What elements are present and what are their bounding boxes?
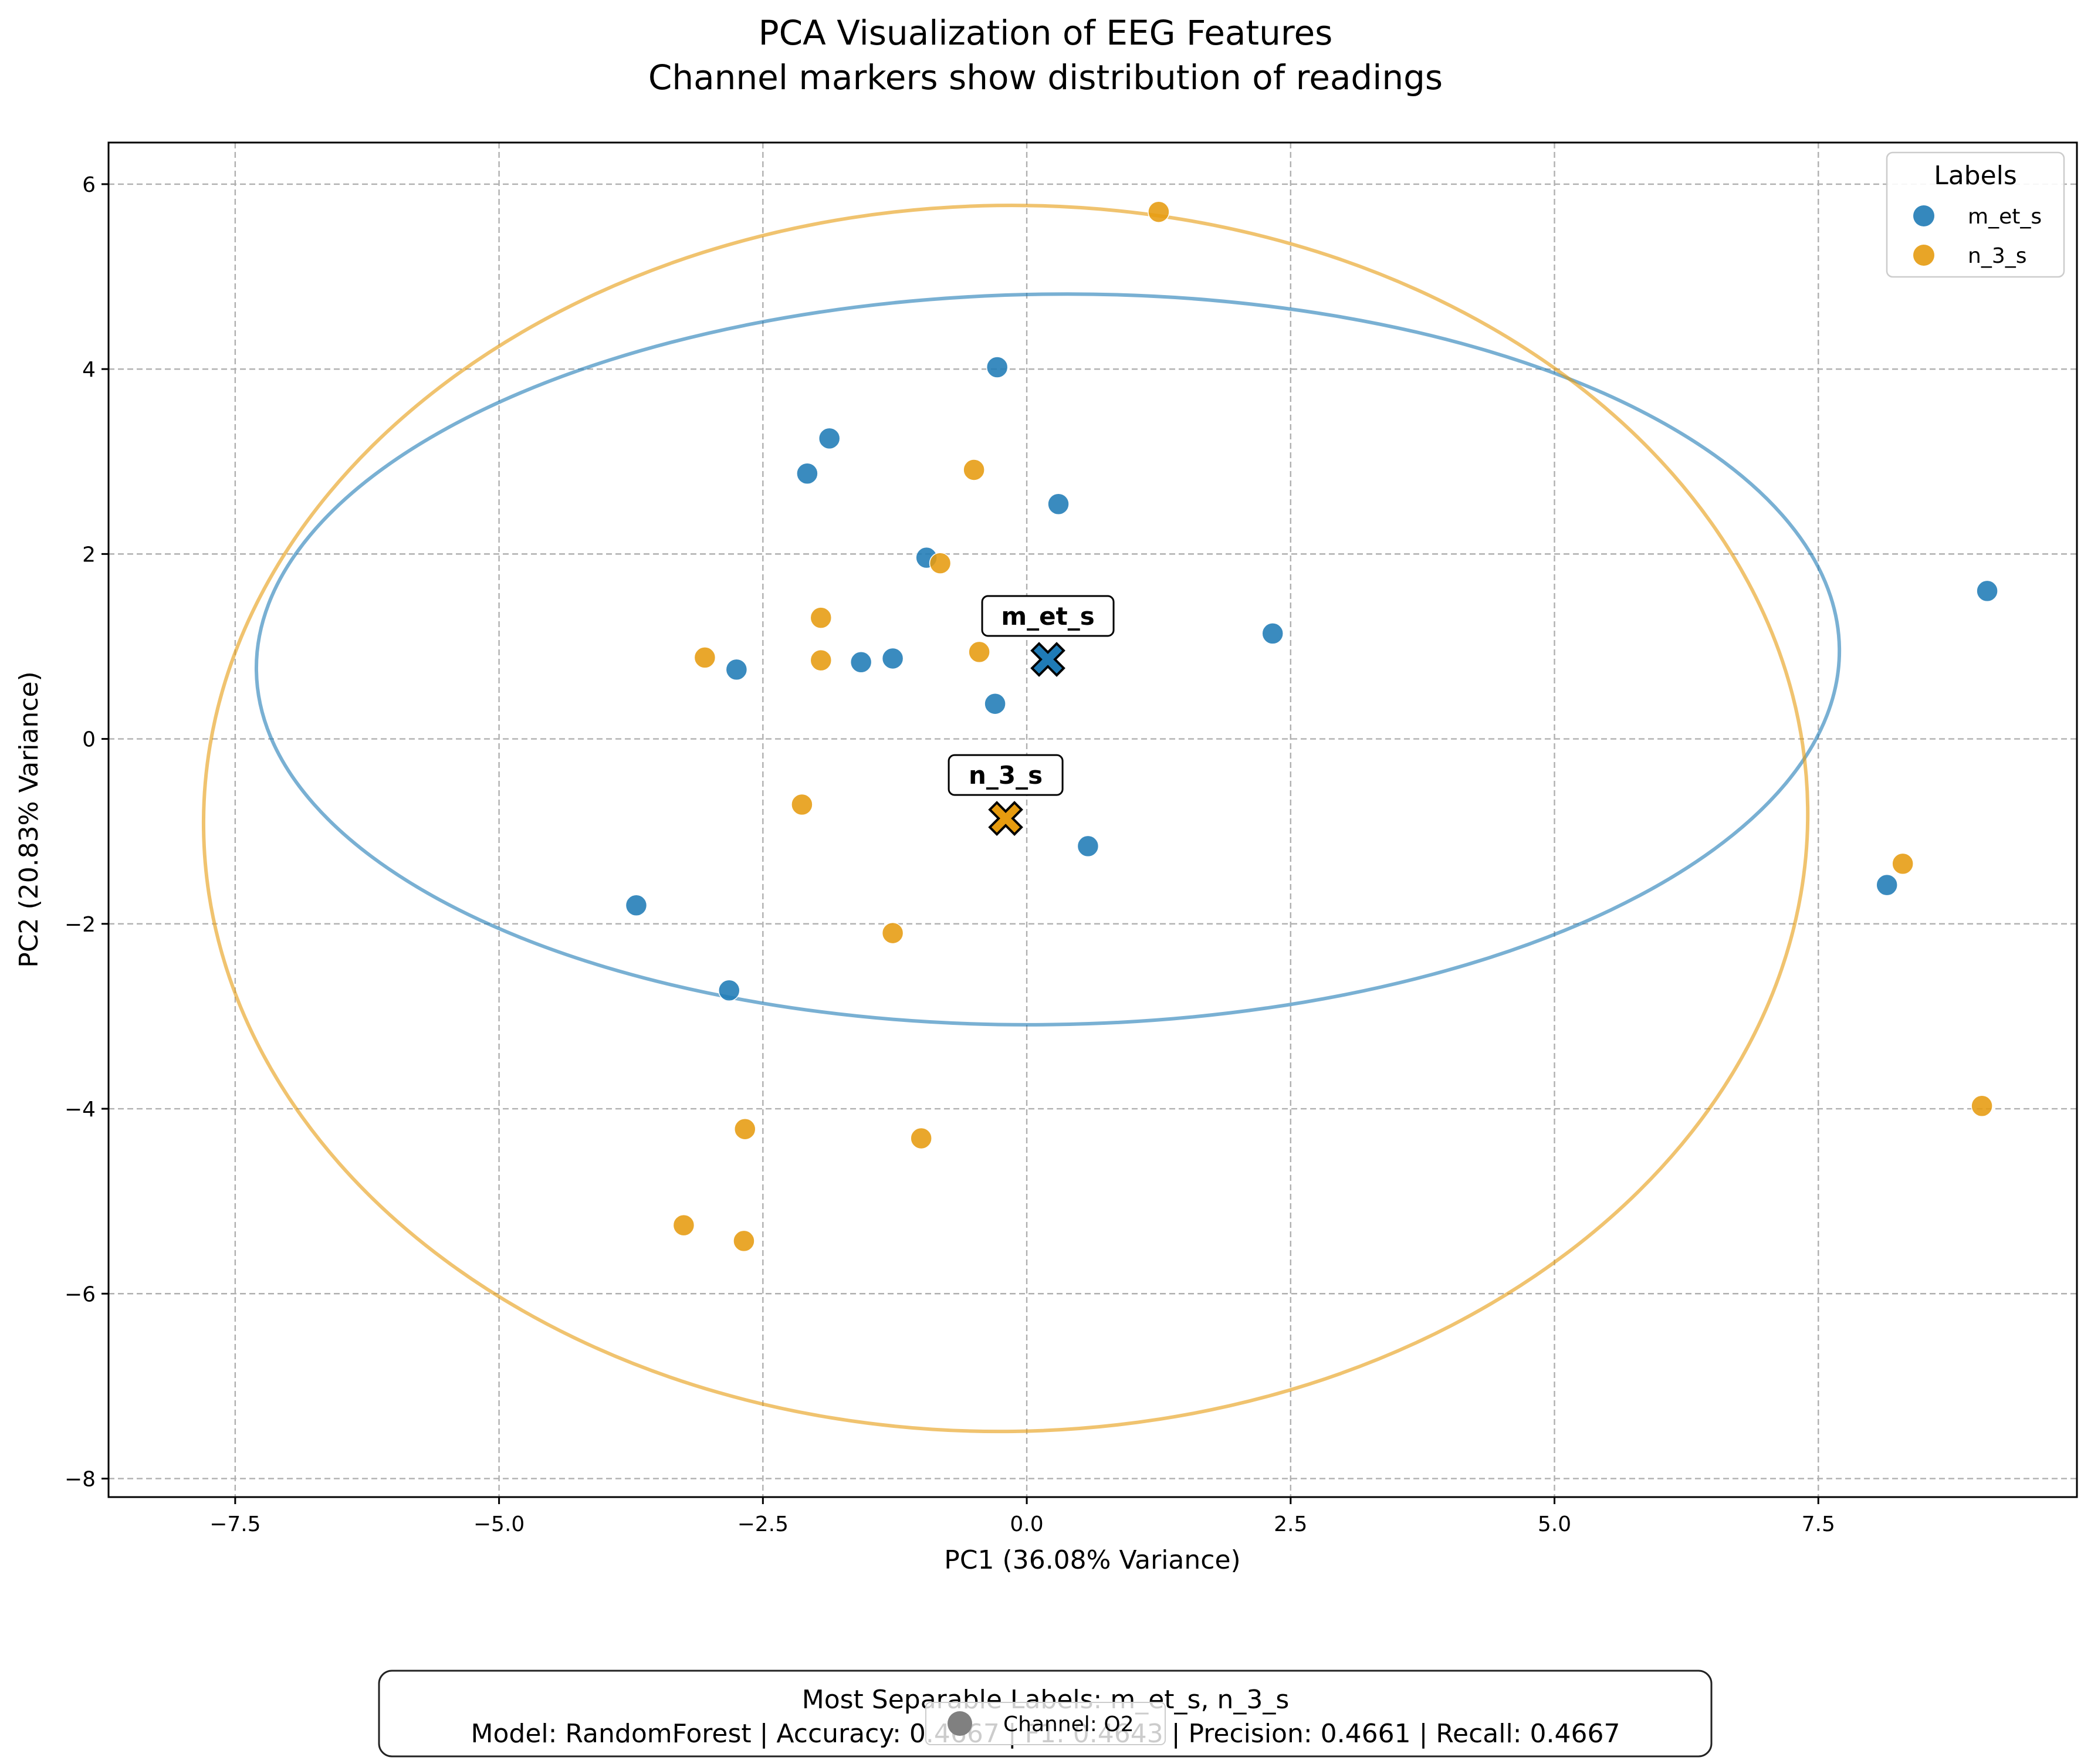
legend-label-n-3-s: n_3_s xyxy=(1968,244,2026,268)
data-point xyxy=(1971,1095,1993,1118)
legend-marker-m-et-s xyxy=(1913,205,1934,226)
data-point xyxy=(625,894,648,917)
data-point xyxy=(881,922,904,944)
data-point xyxy=(1047,493,1070,516)
data-point xyxy=(986,356,1009,378)
centroid-marker-n_3_s xyxy=(988,801,1023,836)
data-point xyxy=(1876,873,1898,896)
data-point xyxy=(850,651,872,673)
y-tick-label: −4 xyxy=(65,1098,96,1122)
centroid-label-m_et_s: m_et_s xyxy=(1001,602,1094,631)
data-point xyxy=(1077,835,1099,858)
centroid-label-box-m_et_s xyxy=(981,595,1115,637)
y-tick-label: 0 xyxy=(82,728,96,752)
channel-legend-label: Channel: O2 xyxy=(1003,1712,1134,1736)
x-tick-label: −5.0 xyxy=(473,1512,525,1536)
data-point xyxy=(910,1127,932,1150)
data-point xyxy=(984,692,1006,715)
x-axis-label: PC1 (36.08% Variance) xyxy=(944,1545,1240,1575)
data-point xyxy=(968,641,990,663)
plot-frame xyxy=(107,141,2078,1498)
x-tick-label: 0.0 xyxy=(1010,1512,1043,1536)
data-point xyxy=(672,1214,695,1237)
legend: Labels m_et_s n_3_s xyxy=(1886,151,2065,278)
y-tick-label: −2 xyxy=(65,913,96,937)
data-point xyxy=(818,427,841,450)
data-point xyxy=(791,793,813,816)
centroid-label-n_3_s: n_3_s xyxy=(969,761,1043,790)
confidence-ellipse-n_3_s xyxy=(201,204,1810,1434)
data-point xyxy=(929,552,952,574)
centroids: m_et_s n_3_s xyxy=(948,595,1115,836)
confidence-ellipse-m_et_s xyxy=(254,292,1842,1027)
data-point xyxy=(810,607,833,629)
data-point xyxy=(1892,852,1914,875)
axis-ticks: −7.5 −5.0 −2.5 0.0 2.5 5.0 7.5 −8 −6 −4 −2 0 2 4 6 xyxy=(65,173,1835,1536)
data-point xyxy=(1976,580,1998,602)
legend-marker-n-3-s xyxy=(1913,245,1934,266)
y-tick-label: 2 xyxy=(82,543,96,567)
data-point xyxy=(1148,201,1170,223)
centroid-label-box-n_3_s xyxy=(948,754,1064,796)
channel-legend-marker xyxy=(948,1711,972,1736)
data-point xyxy=(796,462,818,485)
x-tick-label: −2.5 xyxy=(737,1512,789,1536)
data-point xyxy=(810,649,833,672)
data-point xyxy=(1261,622,1284,645)
grid xyxy=(109,143,2077,1497)
chart-title: PCA Visualization of EEG Features xyxy=(759,13,1333,53)
channel-legend: Channel: O2 xyxy=(925,1702,1166,1745)
y-tick-label: −8 xyxy=(65,1467,96,1491)
channel-legend-frame xyxy=(925,1702,1166,1745)
data-point xyxy=(693,646,716,669)
data-point xyxy=(733,1230,755,1252)
x-tick-label: 2.5 xyxy=(1274,1512,1307,1536)
legend-title: Labels xyxy=(1934,161,2017,191)
chart-subtitle: Channel markers show distribution of rea… xyxy=(648,57,1443,97)
data-point xyxy=(963,459,985,481)
y-tick-label: 6 xyxy=(82,173,96,197)
data-point xyxy=(718,979,740,1002)
y-axis-label: PC2 (20.83% Variance) xyxy=(14,671,44,967)
confidence-ellipses xyxy=(201,204,1842,1434)
scatter-points xyxy=(625,201,1998,1252)
data-point xyxy=(725,658,748,681)
data-point xyxy=(881,647,904,670)
legend-label-m-et-s: m_et_s xyxy=(1968,205,2042,229)
data-point xyxy=(734,1118,756,1140)
centroid-marker-m_et_s xyxy=(1030,642,1065,677)
x-tick-label: 5.0 xyxy=(1538,1512,1571,1536)
x-tick-label: −7.5 xyxy=(209,1512,260,1536)
x-tick-label: 7.5 xyxy=(1802,1512,1835,1536)
y-tick-label: −6 xyxy=(65,1282,96,1306)
y-tick-label: 4 xyxy=(82,358,96,382)
legend-frame xyxy=(1886,151,2065,278)
